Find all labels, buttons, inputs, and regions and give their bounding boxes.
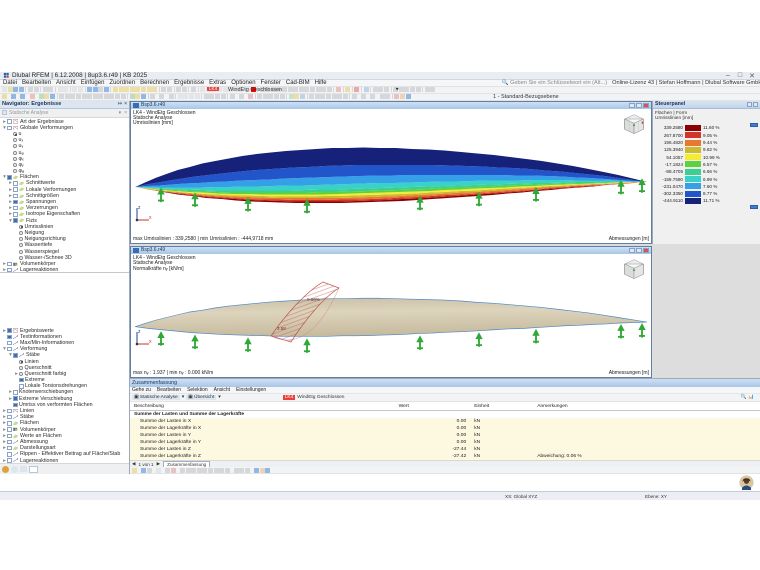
svg-text:0.00%: 0.00% [307, 297, 320, 302]
svg-text:z: z [138, 329, 141, 335]
svg-text:z: z [138, 205, 141, 211]
svg-text:x: x [149, 215, 152, 221]
svg-text:3.58: 3.58 [277, 326, 286, 331]
svg-text:x: x [149, 339, 152, 345]
